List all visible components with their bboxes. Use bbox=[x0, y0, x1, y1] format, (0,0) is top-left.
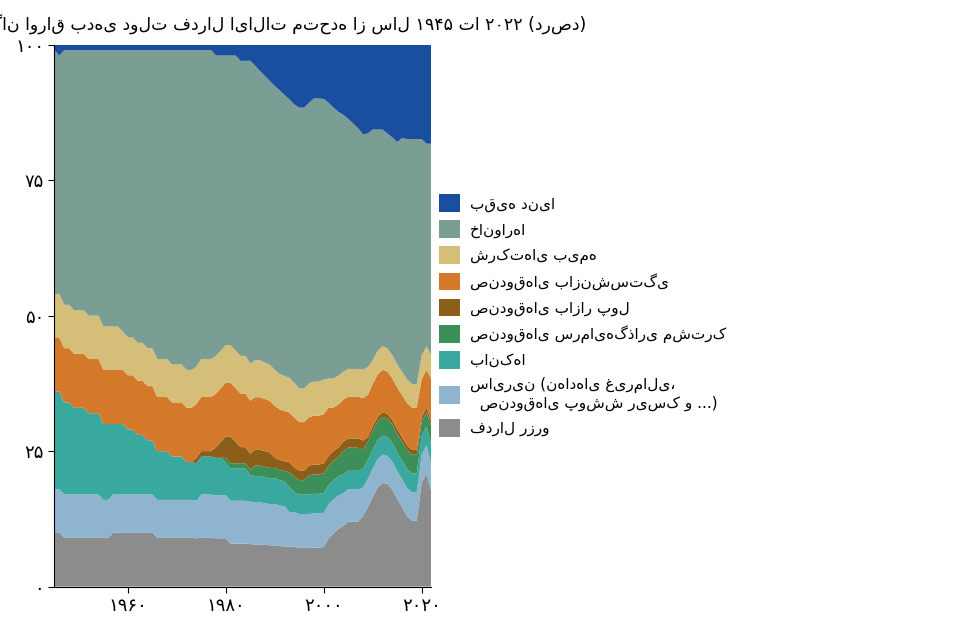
Title: سهم دارندگان اوراق بدهی دولت فدرال ایالات متحده از سال ۱۹۴۵ تا ۲۰۲۲ (درصد): سهم دارندگان اوراق بدهی دولت فدرال ایالا… bbox=[0, 15, 587, 35]
Legend: بقیه دنیا, خانوارها, شرکت‌های بیمه, صندوق‌های بازنشستگی, صندوق‌های بازار پول, صن: بقیه دنیا, خانوارها, شرکت‌های بیمه, صندو… bbox=[439, 195, 726, 437]
